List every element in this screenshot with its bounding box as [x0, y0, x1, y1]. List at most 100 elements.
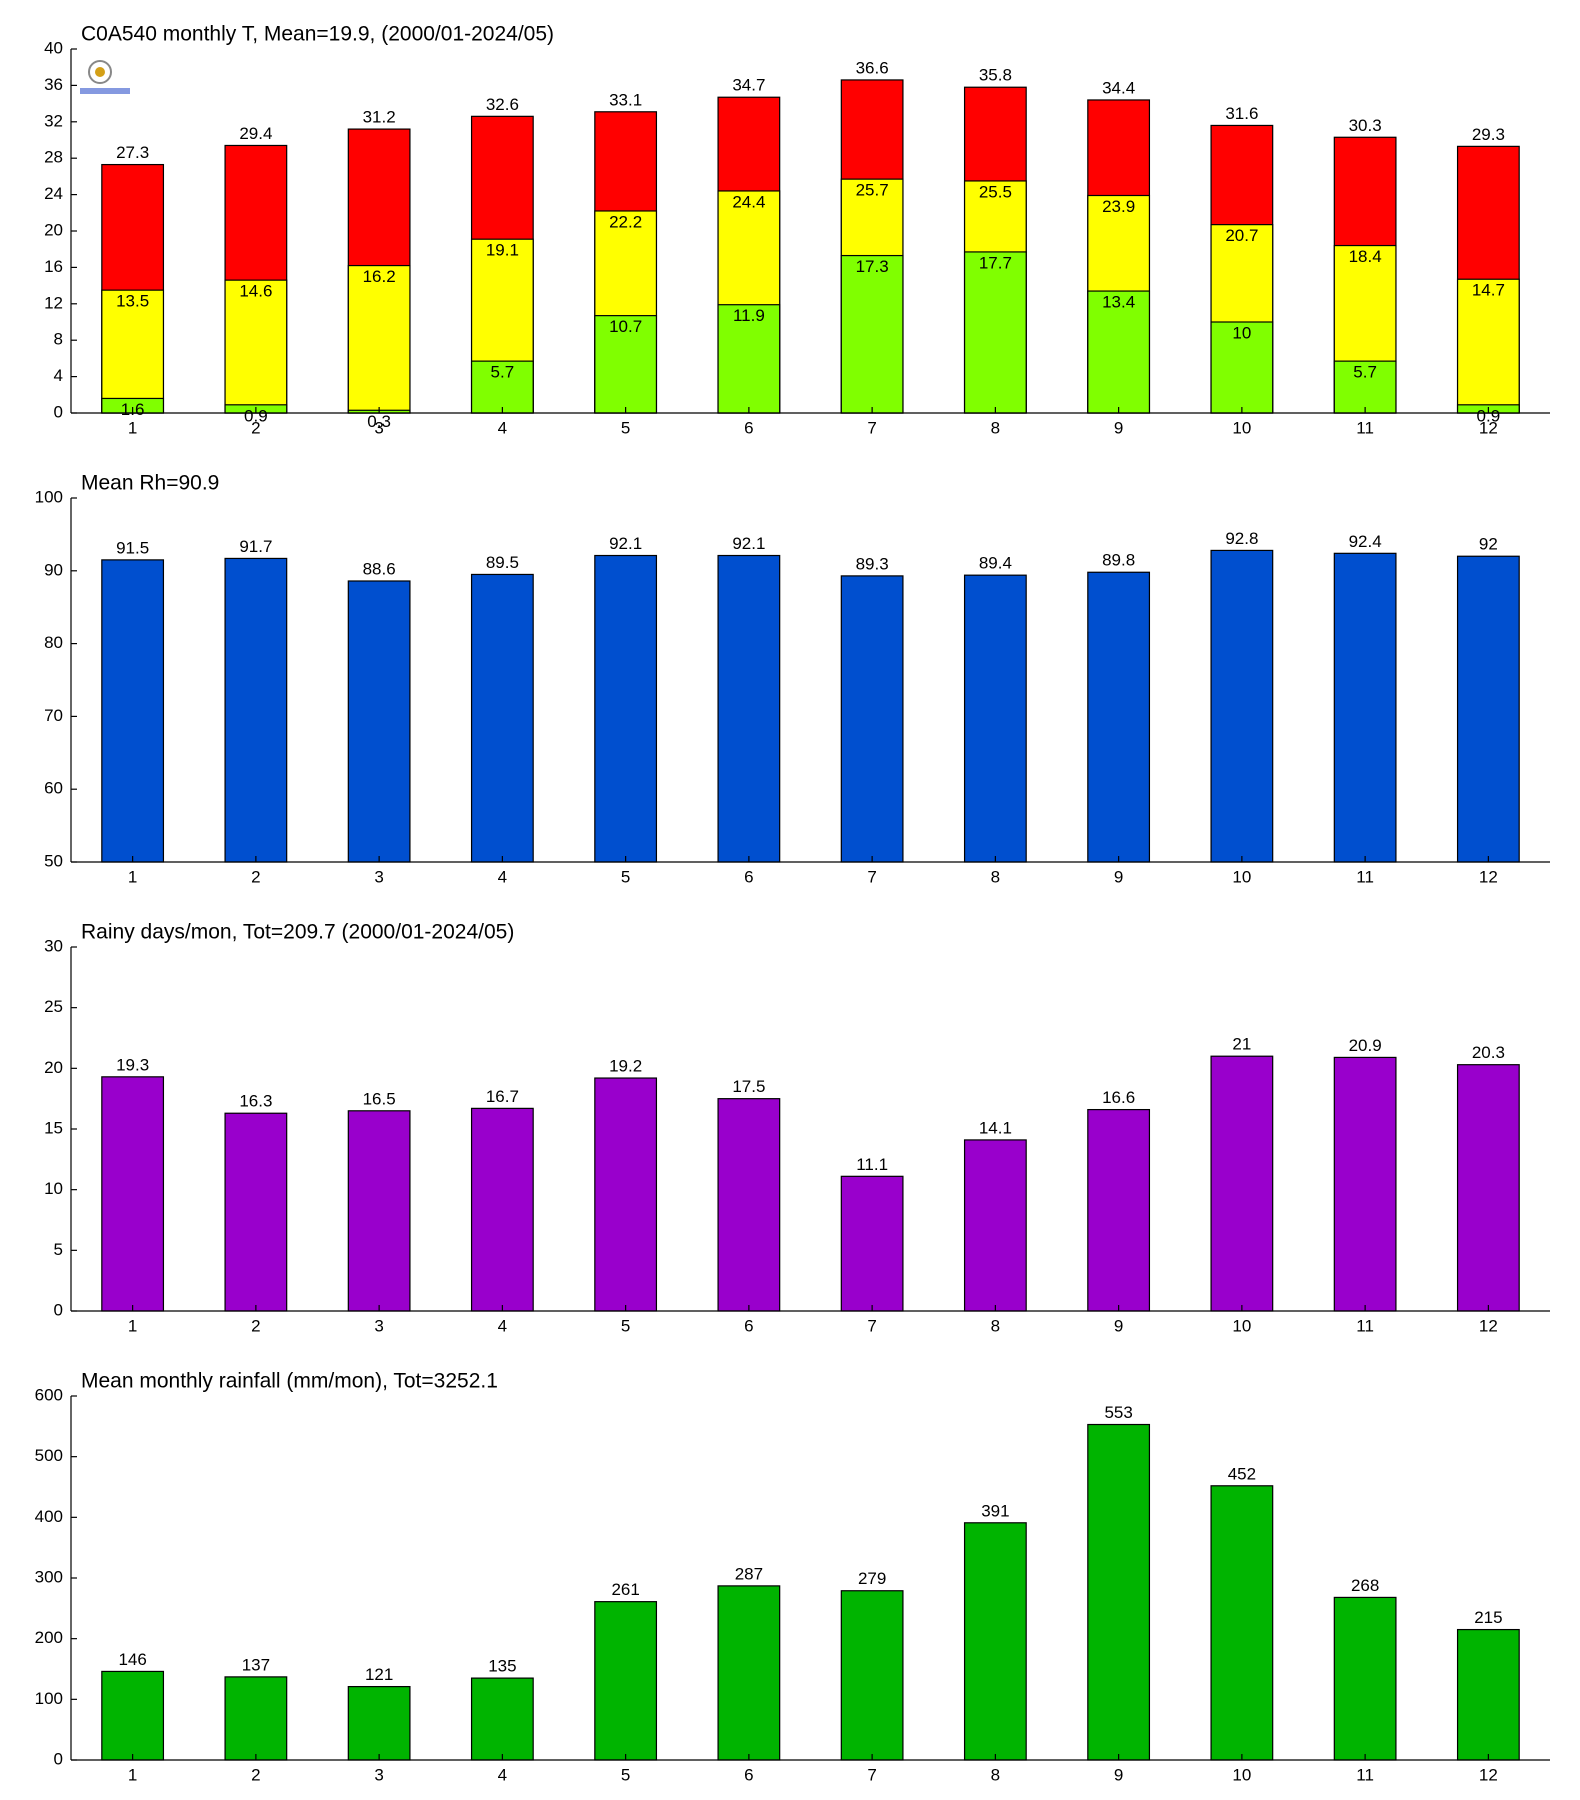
- value-label: 88.6: [363, 559, 396, 578]
- x-tick-label: 6: [744, 867, 753, 886]
- value-label: 146: [118, 1650, 146, 1669]
- x-tick-label: 8: [991, 1316, 1000, 1335]
- x-tick-label: 9: [1114, 867, 1123, 886]
- value-label: 30.3: [1349, 116, 1382, 135]
- x-tick-label: 8: [991, 418, 1000, 437]
- value-label: 261: [611, 1580, 639, 1599]
- logo: [80, 60, 130, 94]
- bar: [101, 1670, 165, 1761]
- y-tick-label: 0: [54, 1749, 63, 1768]
- x-tick-label: 11: [1356, 1316, 1374, 1335]
- x-tick-label: 1: [128, 1316, 137, 1335]
- x-tick-label: 3: [374, 1765, 383, 1784]
- y-tick-label: 16: [44, 257, 63, 276]
- value-label: 10.7: [609, 317, 642, 336]
- y-tick-label: 36: [44, 75, 63, 94]
- value-label: 279: [858, 1569, 886, 1588]
- bar: [224, 1112, 288, 1312]
- value-label: 20.3: [1472, 1043, 1505, 1062]
- bar: [347, 1685, 411, 1761]
- x-tick-label: 11: [1356, 867, 1374, 886]
- value-label: 92.1: [732, 534, 765, 553]
- bar: [594, 315, 658, 414]
- value-label: 22.2: [609, 212, 642, 231]
- x-tick-label: 4: [498, 1765, 507, 1784]
- y-tick-label: 70: [44, 706, 63, 725]
- x-tick-label: 6: [744, 418, 753, 437]
- y-tick-label: 25: [44, 997, 63, 1016]
- value-label: 27.3: [116, 143, 149, 162]
- x-tick-label: 3: [374, 1316, 383, 1335]
- x-tick-label: 2: [251, 1765, 260, 1784]
- value-label: 92.8: [1225, 529, 1258, 548]
- value-label: 17.7: [979, 253, 1012, 272]
- bar: [470, 1107, 534, 1312]
- value-label: 31.2: [363, 108, 396, 127]
- value-label: 268: [1351, 1576, 1379, 1595]
- value-label: 5.7: [1353, 363, 1377, 382]
- value-label: 0.9: [1477, 406, 1501, 425]
- bar: [717, 1585, 781, 1761]
- y-tick-label: 40: [44, 38, 63, 57]
- x-tick-label: 12: [1479, 418, 1498, 437]
- y-tick-label: 400: [35, 1507, 63, 1526]
- bar: [101, 559, 165, 863]
- value-label: 19.1: [486, 241, 519, 260]
- bar: [963, 574, 1027, 863]
- value-label: 29.4: [239, 124, 272, 143]
- value-label: 135: [488, 1657, 516, 1676]
- value-label: 89.8: [1102, 551, 1135, 570]
- x-tick-label: 10: [1232, 867, 1251, 886]
- x-tick-label: 7: [867, 1765, 876, 1784]
- x-tick-label: 5: [621, 867, 630, 886]
- value-label: 35.8: [979, 66, 1012, 85]
- x-tick-label: 11: [1356, 418, 1374, 437]
- value-label: 0.3: [367, 412, 391, 431]
- bar: [1210, 549, 1274, 863]
- value-label: 0.9: [244, 406, 268, 425]
- y-tick-label: 0: [54, 1300, 63, 1319]
- value-label: 13.4: [1102, 293, 1135, 312]
- value-label: 137: [242, 1655, 270, 1674]
- bar: [963, 1522, 1027, 1761]
- value-label: 16.7: [486, 1087, 519, 1106]
- y-tick-label: 200: [35, 1628, 63, 1647]
- x-tick-label: 4: [498, 867, 507, 886]
- x-tick-label: 5: [621, 418, 630, 437]
- bar: [594, 1077, 658, 1312]
- x-tick-label: 12: [1479, 1316, 1498, 1335]
- bar: [224, 557, 288, 863]
- chart-title: C0A540 monthly T, Mean=19.9, (2000/01-20…: [81, 23, 554, 46]
- y-tick-label: 28: [44, 148, 63, 167]
- value-label: 19.3: [116, 1055, 149, 1074]
- y-tick-label: 32: [44, 111, 63, 130]
- x-tick-label: 6: [744, 1316, 753, 1335]
- y-tick-label: 8: [54, 330, 63, 349]
- value-label: 21: [1232, 1035, 1251, 1054]
- bar: [224, 279, 288, 414]
- x-tick-label: 2: [251, 867, 260, 886]
- chart-title: Mean Rh=90.9: [81, 472, 219, 495]
- value-label: 34.7: [732, 76, 765, 95]
- x-tick-label: 9: [1114, 1765, 1123, 1784]
- x-tick-label: 8: [991, 1765, 1000, 1784]
- x-tick-label: 1: [128, 867, 137, 886]
- value-label: 20.9: [1349, 1036, 1382, 1055]
- value-label: 19.2: [609, 1057, 642, 1076]
- bar: [101, 1076, 165, 1312]
- bar: [470, 360, 534, 414]
- value-label: 287: [735, 1564, 763, 1583]
- x-tick-label: 4: [498, 418, 507, 437]
- value-label: 89.3: [856, 554, 889, 573]
- x-tick-label: 9: [1114, 418, 1123, 437]
- bar: [840, 1175, 904, 1312]
- value-label: 31.6: [1225, 104, 1258, 123]
- y-tick-label: 30: [44, 936, 63, 955]
- bar: [717, 554, 781, 863]
- y-tick-label: 60: [44, 779, 63, 798]
- bar: [717, 304, 781, 414]
- value-label: 25.5: [979, 182, 1012, 201]
- value-label: 92.4: [1349, 532, 1382, 551]
- y-tick-label: 600: [35, 1385, 63, 1404]
